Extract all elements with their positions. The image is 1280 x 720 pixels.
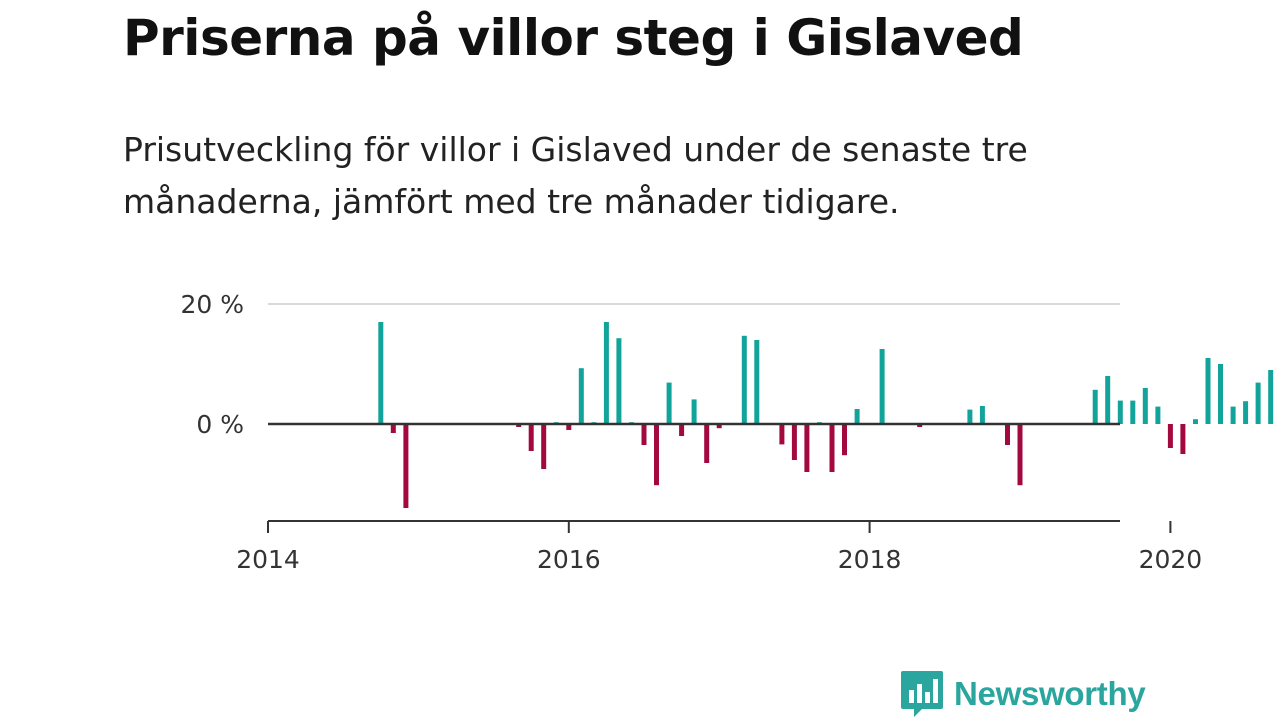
bar (1180, 424, 1186, 454)
bar (616, 338, 622, 424)
labels: 0 %20 %2014201620182020202220241 % (180, 290, 1203, 574)
axes (267, 422, 1172, 533)
bar (679, 424, 685, 436)
bar (741, 335, 747, 424)
bar (1017, 424, 1023, 486)
bar (842, 424, 847, 456)
newsworthy-logo[interactable]: Newsworthy (900, 670, 1146, 718)
bar (654, 424, 659, 486)
bar (829, 424, 835, 472)
chart-subtitle: Prisutveckling för villor i Gislaved und… (123, 130, 1028, 221)
bar (979, 406, 985, 424)
bar (854, 409, 860, 424)
bar (1105, 376, 1111, 424)
bar (791, 424, 797, 460)
x-tick-label: 2014 (236, 545, 300, 574)
bar (1243, 401, 1249, 424)
bar (704, 424, 710, 463)
bar (1117, 400, 1123, 424)
bar (804, 424, 810, 472)
bar (1205, 358, 1211, 424)
bar-chart-speech-bubble-icon (901, 671, 943, 717)
bar (603, 322, 609, 424)
bar (1218, 364, 1223, 424)
bar (1142, 388, 1148, 424)
bar (967, 409, 973, 424)
logo-text: Newsworthy (954, 675, 1146, 712)
bar (1155, 406, 1161, 424)
bar (390, 424, 396, 433)
x-tick-label: 2018 (838, 545, 902, 574)
y-tick-label: 0 % (196, 410, 244, 439)
bar (1193, 419, 1198, 424)
bar (1005, 424, 1010, 445)
chart-title: Priserna på villor steg i Gislaved (123, 9, 1024, 67)
bar (1130, 400, 1136, 424)
x-tick-label: 2020 (1139, 545, 1203, 574)
bars (378, 322, 1274, 508)
bar (578, 368, 584, 424)
bar (779, 424, 785, 445)
bar (378, 322, 384, 424)
y-tick-label: 20 % (180, 290, 244, 319)
bar (1167, 424, 1173, 448)
bar (516, 424, 522, 427)
bar (641, 424, 647, 445)
bar (528, 424, 534, 451)
bar (1092, 389, 1098, 424)
bar (666, 382, 672, 424)
bar (1268, 370, 1274, 424)
bar (917, 424, 923, 427)
x-tick-label: 2016 (537, 545, 601, 574)
bar (1255, 382, 1261, 424)
bar (1230, 406, 1236, 424)
bar (879, 349, 885, 424)
bar (691, 399, 697, 424)
bar (541, 424, 547, 469)
bar (754, 340, 760, 424)
bar (566, 424, 572, 430)
bar (716, 424, 722, 429)
bar (403, 424, 409, 508)
